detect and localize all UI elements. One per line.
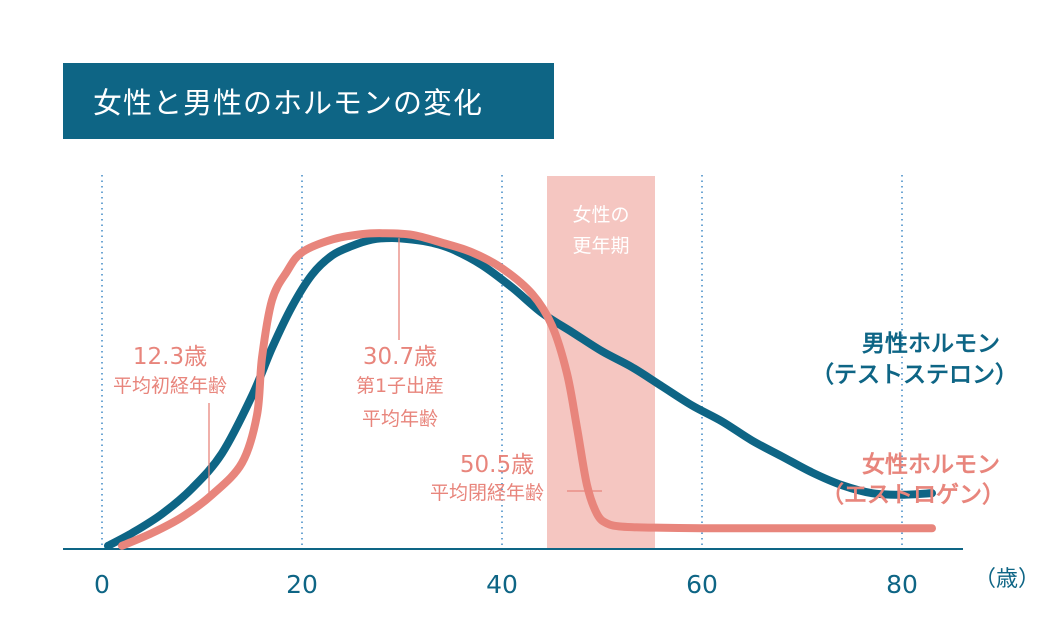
male-hormone-line <box>104 233 936 550</box>
x-tick-label: 40 <box>486 570 518 599</box>
legend-male-name: 男性ホルモン <box>862 331 1000 357</box>
menopause-band-label: 更年期 <box>572 235 629 257</box>
x-tick-label: 0 <box>94 570 110 599</box>
x-tick-label: 80 <box>886 570 918 599</box>
annotation-label: 平均閉経年齢 <box>430 482 544 504</box>
menopause-band-label: 女性の <box>572 204 629 226</box>
female-hormone-line <box>118 229 936 550</box>
annotation-label: 30.7歳 <box>363 344 437 370</box>
annotation-label: 12.3歳 <box>133 344 207 370</box>
x-axis-label: （歳） <box>974 567 1040 592</box>
chart-title-box: 女性と男性のホルモンの変化 <box>63 63 554 139</box>
legend-female-name: 女性ホルモン <box>862 451 1000 478</box>
x-tick-label: 60 <box>686 570 718 599</box>
legend-female-sub: （エストロゲン） <box>821 481 1005 508</box>
annotation-label: 50.5歳 <box>460 452 534 478</box>
chart-title: 女性と男性のホルモンの変化 <box>93 86 484 120</box>
x-tick-label: 20 <box>286 570 318 599</box>
annotation-label: 第1子出産 <box>356 375 444 397</box>
legend-male-sub: （テストステロン） <box>811 361 1018 388</box>
annotation-label: 平均初経年齢 <box>113 375 227 397</box>
annotation-label: 平均年齢 <box>362 408 438 430</box>
